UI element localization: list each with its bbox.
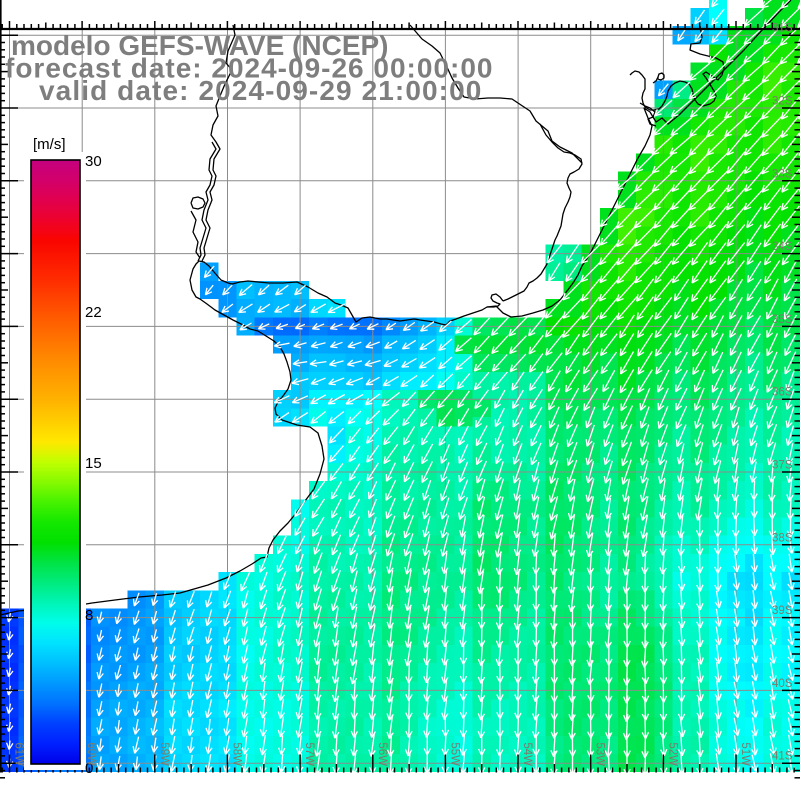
svg-text:0: 0 xyxy=(85,760,93,777)
svg-text:33S: 33S xyxy=(772,168,793,180)
svg-text:15: 15 xyxy=(85,455,102,472)
svg-text:61W: 61W xyxy=(13,742,25,766)
svg-text:52W: 52W xyxy=(666,742,678,766)
svg-text:39S: 39S xyxy=(772,605,793,617)
svg-text:22: 22 xyxy=(85,304,102,321)
svg-text:60W: 60W xyxy=(85,742,97,766)
svg-text:modelo GEFS-WAVE (NCEP): modelo GEFS-WAVE (NCEP) xyxy=(11,30,389,61)
svg-text:38S: 38S xyxy=(772,532,793,544)
svg-text:35S: 35S xyxy=(772,314,793,326)
svg-text:41S: 41S xyxy=(772,751,793,763)
svg-text:8: 8 xyxy=(85,607,93,624)
svg-text:58W: 58W xyxy=(231,742,243,766)
svg-text:51W: 51W xyxy=(739,742,751,766)
svg-text:forecast date: 2024-09-26 00:0: forecast date: 2024-09-26 00:00:00 xyxy=(5,53,493,84)
svg-text:59W: 59W xyxy=(158,742,170,766)
svg-text:valid date: 2024-09-29 21:00:0: valid date: 2024-09-29 21:00:00 xyxy=(39,75,482,106)
svg-text:57W: 57W xyxy=(303,742,315,766)
svg-text:34S: 34S xyxy=(772,241,793,253)
svg-text:55W: 55W xyxy=(448,742,460,766)
svg-text:36S: 36S xyxy=(772,387,793,399)
svg-text:31S: 31S xyxy=(772,23,793,35)
svg-text:40S: 40S xyxy=(772,678,793,690)
svg-text:30: 30 xyxy=(85,153,102,170)
svg-text:56W: 56W xyxy=(376,742,388,766)
svg-text:54W: 54W xyxy=(521,742,533,766)
svg-text:32S: 32S xyxy=(772,96,793,108)
svg-text:[m/s]: [m/s] xyxy=(33,136,66,153)
svg-text:53W: 53W xyxy=(594,742,606,766)
svg-text:37S: 37S xyxy=(772,460,793,472)
